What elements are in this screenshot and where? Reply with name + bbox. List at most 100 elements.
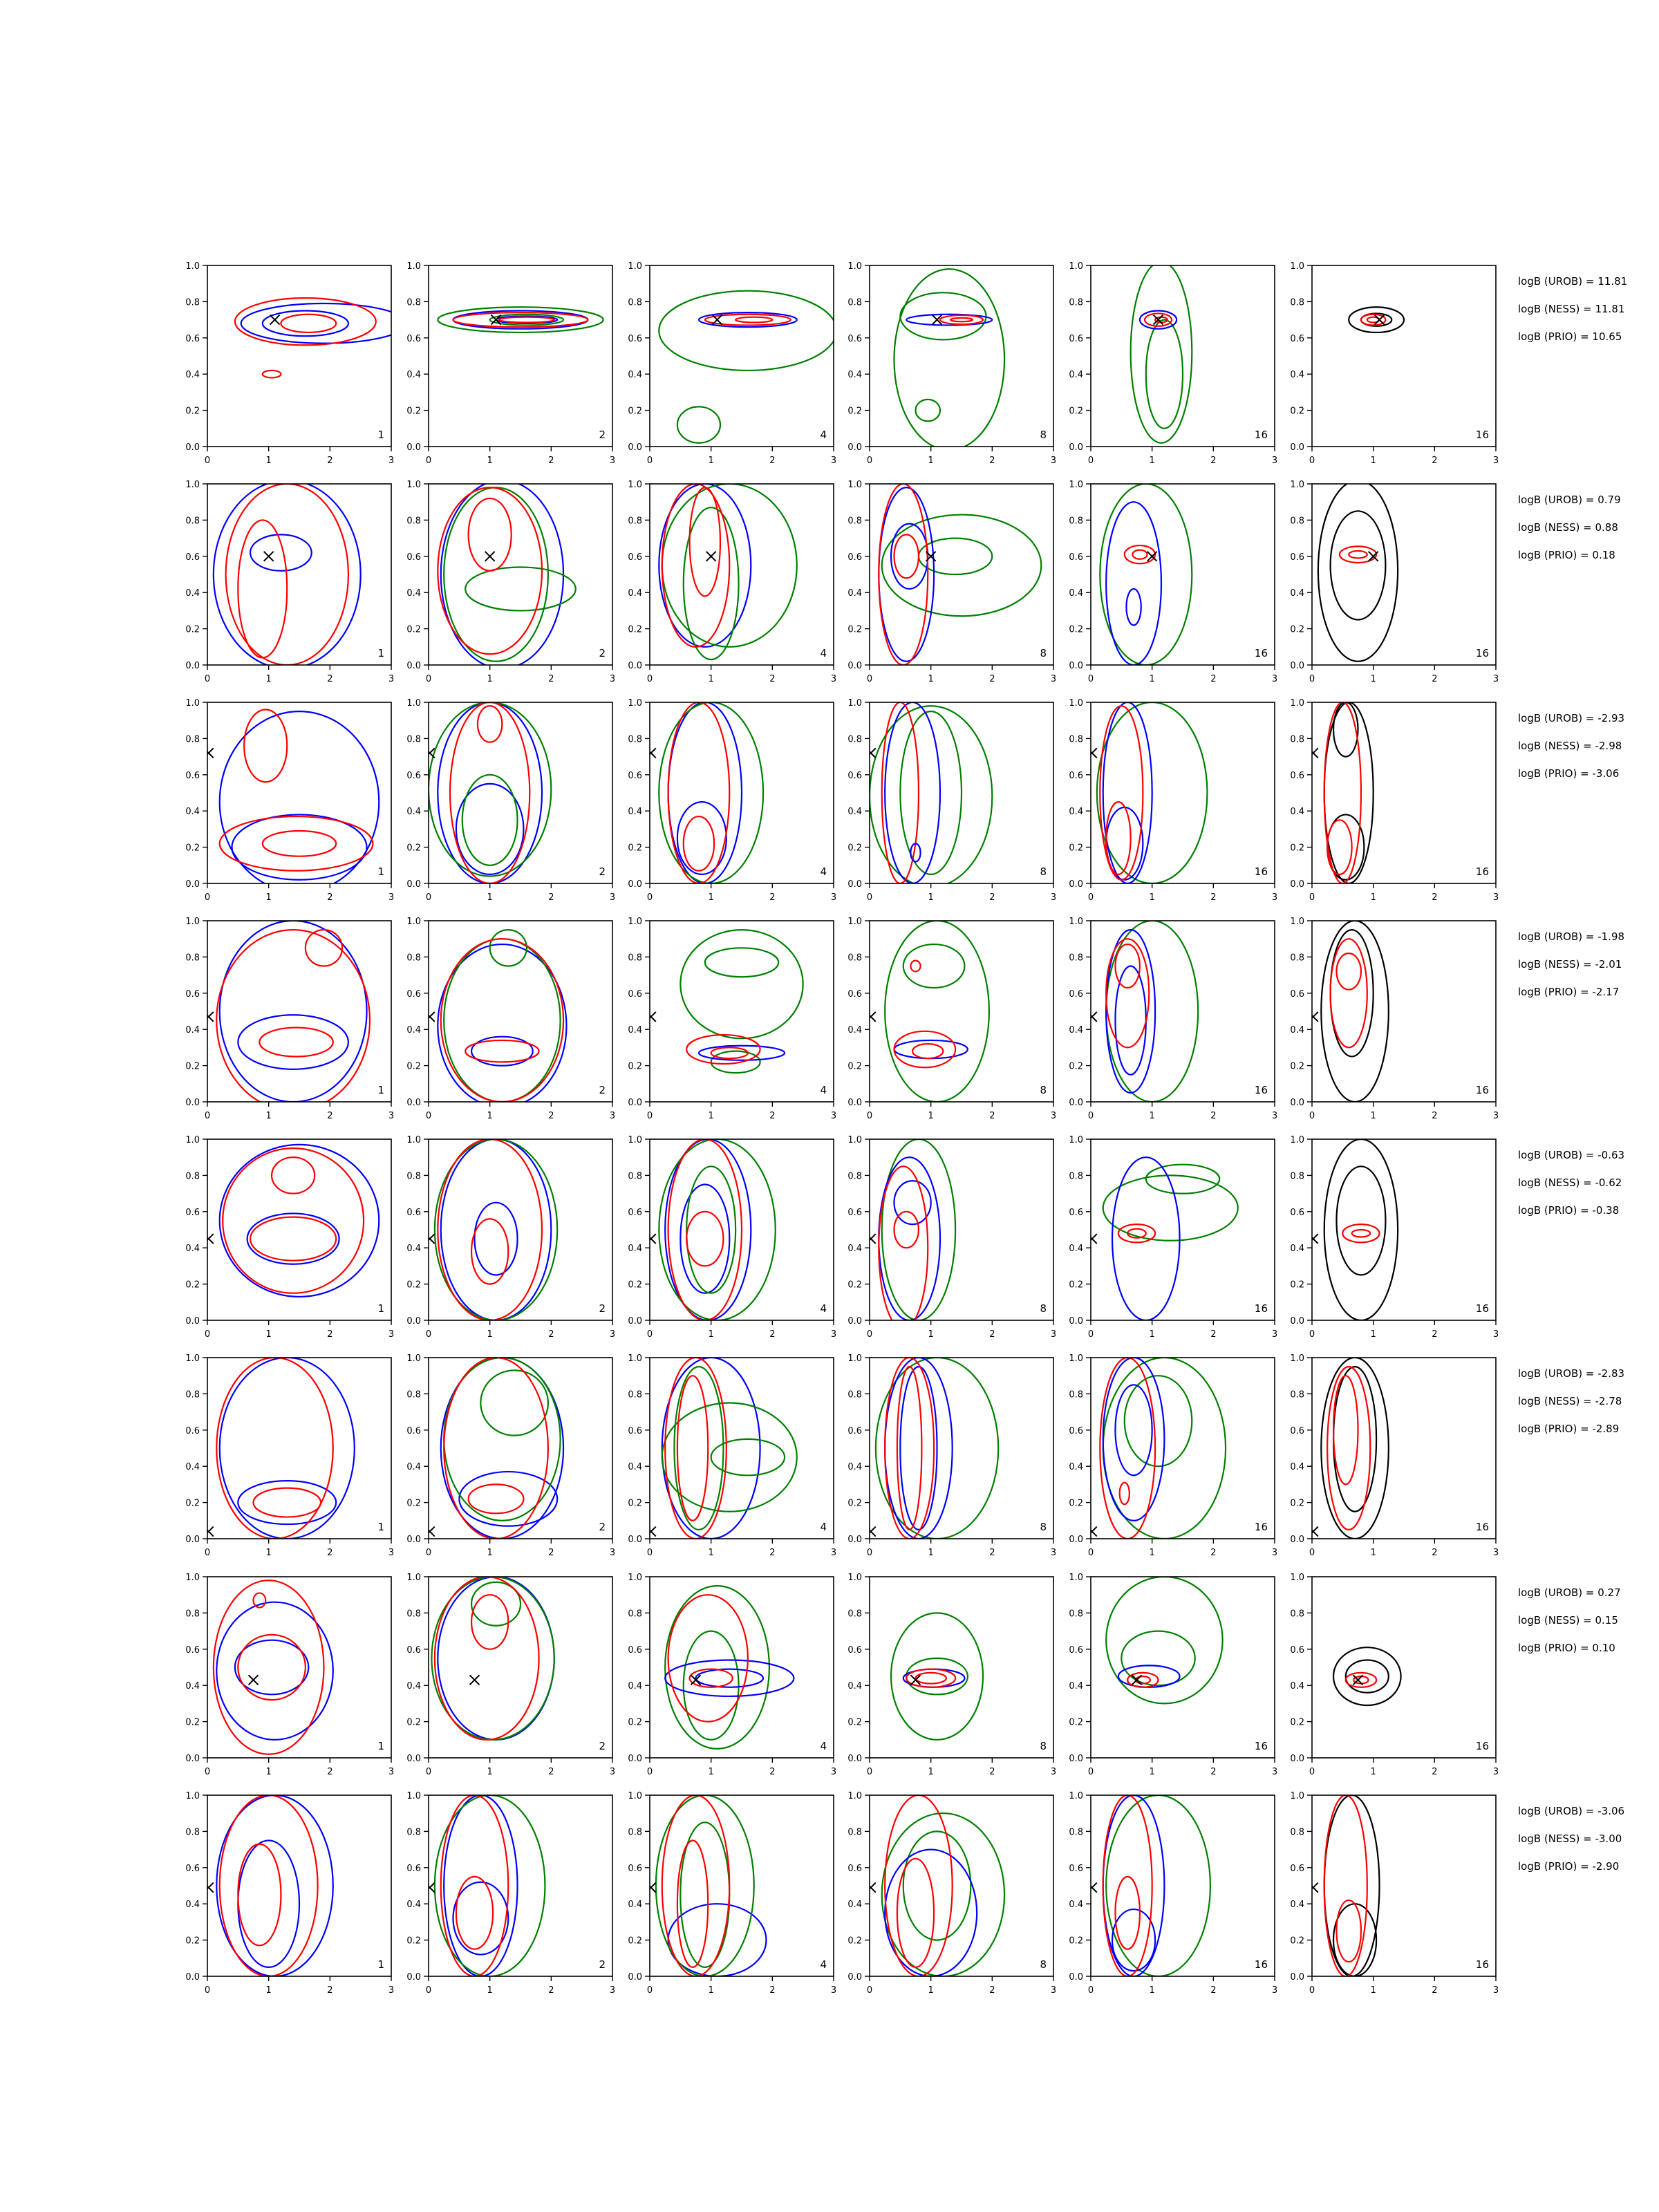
- contour-line-ness: [881, 514, 1042, 617]
- y-tick-label: 0.0: [1069, 879, 1083, 890]
- y-tick-label: 0.0: [185, 1535, 200, 1545]
- true-value-marker: [207, 1526, 214, 1537]
- y-tick-label: 0.0: [847, 1754, 862, 1764]
- x-tick-label: 0: [1088, 1548, 1094, 1558]
- y-tick-label: 0.8: [847, 1389, 862, 1400]
- y-tick-label: 0.2: [406, 1718, 421, 1728]
- x-tick-label: 3: [1272, 1548, 1277, 1558]
- y-tick-label: 0.6: [1290, 989, 1304, 1000]
- panel-r1-c2: 0 1 2 3 0.0 0.2 0.4 0.6 0.8 1.0 2: [406, 261, 615, 466]
- contour-line-prio: [939, 314, 984, 326]
- x-tick-label: 0: [1088, 892, 1094, 903]
- x-tick-label: 2: [548, 1548, 554, 1558]
- contour-line-urob: [234, 1639, 310, 1696]
- y-tick-label: 0.6: [185, 989, 200, 1000]
- contour-line-prio: [1327, 1365, 1371, 1530]
- y-tick-label: 0.6: [1290, 552, 1304, 563]
- contour-set: [437, 306, 604, 334]
- y-tick-label: 0.8: [1069, 1171, 1083, 1181]
- true-value-marker: [429, 747, 435, 759]
- y-tick-label: 0.4: [628, 807, 642, 817]
- contour-line-prio: [252, 1592, 267, 1609]
- contour-line-prio: [443, 1358, 549, 1539]
- contour-line-ness: [870, 705, 993, 883]
- x-tick-label: 3: [1493, 1767, 1499, 1777]
- x-tick-label: 3: [610, 1985, 615, 1996]
- contour-line-prio: [686, 1210, 724, 1267]
- y-tick-label: 0.6: [1290, 1426, 1304, 1436]
- contour-set: [1332, 1647, 1402, 1707]
- contour-line-prio: [467, 1483, 525, 1515]
- x-tick-label: 1: [266, 892, 272, 903]
- x-tick-label: 3: [1051, 1985, 1056, 1996]
- contour-line-prio: [910, 959, 921, 973]
- contour-set: [212, 484, 362, 665]
- x-tick-label: 2: [548, 1329, 554, 1340]
- true-value-marker: [269, 314, 281, 326]
- contour-line-reference: [1323, 1139, 1399, 1320]
- y-tick-label: 0.6: [185, 771, 200, 781]
- contour-line-prio: [252, 1487, 322, 1518]
- contour-set: [1323, 1139, 1399, 1320]
- x-tick-label: 2: [327, 1985, 332, 1996]
- y-tick-label: 0.0: [185, 1972, 200, 1983]
- y-tick-label: 0.2: [847, 406, 862, 417]
- axes-frame: [1311, 1138, 1497, 1321]
- x-tick-label: 2: [1210, 1111, 1216, 1121]
- y-tick-label: 0.0: [185, 661, 200, 671]
- contour-line-ness: [902, 943, 966, 989]
- y-tick-label: 0.2: [1290, 1280, 1304, 1291]
- axes-frame: [428, 483, 613, 666]
- y-tick-label: 0.4: [406, 588, 421, 599]
- x-tick-label: 2: [1432, 456, 1437, 466]
- y-tick-label: 0.4: [1290, 807, 1304, 817]
- contour-line-urob: [1105, 928, 1156, 1094]
- axes-frame: [1311, 483, 1497, 666]
- contour-set: [216, 921, 371, 1102]
- y-tick-label: 0.2: [185, 625, 200, 635]
- y-tick-label: 0.2: [847, 625, 862, 635]
- contour-line-prio: [704, 313, 792, 326]
- panel-label: 4: [820, 1302, 827, 1315]
- axes-frame: [207, 702, 392, 884]
- contour-line-ness: [658, 290, 834, 372]
- y-tick-label: 0.8: [1290, 953, 1304, 963]
- y-tick-label: 0.8: [628, 734, 642, 744]
- axes-frame: [869, 702, 1054, 884]
- contour-line-urob: [216, 1795, 334, 1976]
- y-tick-label: 1.0: [847, 698, 862, 709]
- axes-frame: [1311, 1357, 1497, 1539]
- y-tick-label: 0.0: [1069, 1316, 1083, 1327]
- x-tick-label: 1: [1150, 674, 1155, 684]
- x-tick-label: 1: [709, 456, 714, 466]
- contour-line-prio: [1099, 1358, 1156, 1539]
- panel-r1-c6: 0 1 2 3 0.0 0.2 0.4 0.6 0.8 1.0 16: [1290, 261, 1499, 466]
- y-tick-label: 1.0: [1069, 480, 1083, 490]
- axes-frame: [428, 1357, 613, 1539]
- y-tick-label: 0.6: [628, 334, 642, 344]
- y-tick-label: 0.0: [628, 1535, 642, 1545]
- y-tick-label: 0.8: [628, 1171, 642, 1181]
- x-tick-label: 3: [1051, 1111, 1056, 1121]
- x-tick-label: 0: [205, 1548, 210, 1558]
- y-tick-label: 0.4: [406, 1681, 421, 1691]
- x-tick-label: 3: [831, 1329, 836, 1340]
- axes-frame: [1311, 920, 1497, 1103]
- contour-line-reference: [1344, 1659, 1389, 1694]
- panel-label: 16: [1255, 1958, 1268, 1971]
- contour-line-urob: [249, 534, 312, 572]
- panel-r5-c1: 0 1 2 3 0.0 0.2 0.4 0.6 0.8 1.0 1: [185, 1135, 394, 1340]
- x-tick-label: 1: [1371, 1111, 1376, 1121]
- contour-line-prio: [686, 1033, 761, 1065]
- x-tick-label: 2: [769, 1767, 775, 1777]
- panel-r3-c5: 0 1 2 3 0.0 0.2 0.4 0.6 0.8 1.0 16: [1069, 698, 1277, 903]
- y-tick-label: 0.2: [628, 843, 642, 854]
- x-tick-label: 1: [709, 892, 714, 903]
- contour-line-prio: [433, 1577, 540, 1741]
- true-value-marker: [650, 1011, 657, 1022]
- y-tick-label: 1.0: [847, 1573, 862, 1583]
- panel-label: 16: [1476, 647, 1489, 659]
- y-tick-label: 0.2: [1069, 843, 1083, 854]
- x-tick-label: 2: [989, 892, 995, 903]
- x-tick-label: 0: [1088, 1329, 1094, 1340]
